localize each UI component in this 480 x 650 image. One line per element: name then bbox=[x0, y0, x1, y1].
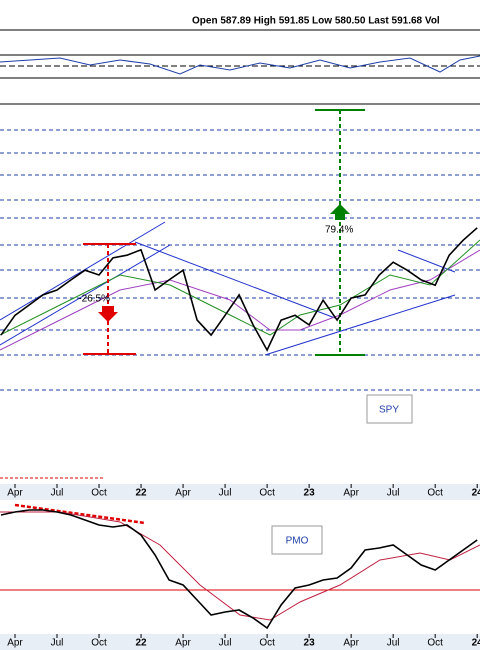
x-tick-label: Oct bbox=[259, 488, 275, 499]
x-tick-label: 24 bbox=[472, 638, 480, 649]
pmo-title: PMO bbox=[286, 536, 309, 547]
x-tick-label: Apr bbox=[7, 638, 23, 649]
x-tick-label: 23 bbox=[304, 638, 316, 649]
x-tick-label: Oct bbox=[91, 638, 107, 649]
x-tick-label: Apr bbox=[343, 488, 359, 499]
x-tick-label: Jul bbox=[387, 488, 400, 499]
x-tick-label: 22 bbox=[135, 638, 147, 649]
x-tick-label: Jul bbox=[219, 488, 232, 499]
rsi-panel bbox=[0, 29, 480, 105]
series-line bbox=[0, 509, 478, 630]
annotation: -26.5% bbox=[78, 294, 110, 305]
x-tick-label: Apr bbox=[175, 638, 191, 649]
x-tick-label: Apr bbox=[343, 638, 359, 649]
x-tick-label: Jul bbox=[387, 638, 400, 649]
label-box bbox=[271, 525, 323, 555]
x-tick-label: 22 bbox=[135, 488, 147, 499]
x-tick-label: Jul bbox=[51, 638, 64, 649]
header: Open 587.89 High 591.85 Low 580.50 Last … bbox=[192, 16, 440, 27]
x-tick-label: Jul bbox=[219, 638, 232, 649]
chart-title: SPY bbox=[379, 405, 399, 416]
x-tick-label: 24 bbox=[472, 488, 480, 499]
x-tick-label: Apr bbox=[7, 488, 23, 499]
x-tick-label: Oct bbox=[427, 638, 443, 649]
annotation: 79.4% bbox=[325, 225, 353, 236]
x-tick-label: Jul bbox=[51, 488, 64, 499]
signal-line bbox=[0, 511, 480, 621]
x-tick-label: Oct bbox=[259, 638, 275, 649]
x-tick-label: 23 bbox=[304, 488, 316, 499]
label-box bbox=[366, 394, 413, 424]
axis-band bbox=[0, 484, 480, 500]
x-tick-label: Oct bbox=[91, 488, 107, 499]
series-line bbox=[0, 227, 478, 352]
axis-band bbox=[0, 634, 480, 650]
x-tick-label: Oct bbox=[427, 488, 443, 499]
x-tick-label: Apr bbox=[175, 488, 191, 499]
